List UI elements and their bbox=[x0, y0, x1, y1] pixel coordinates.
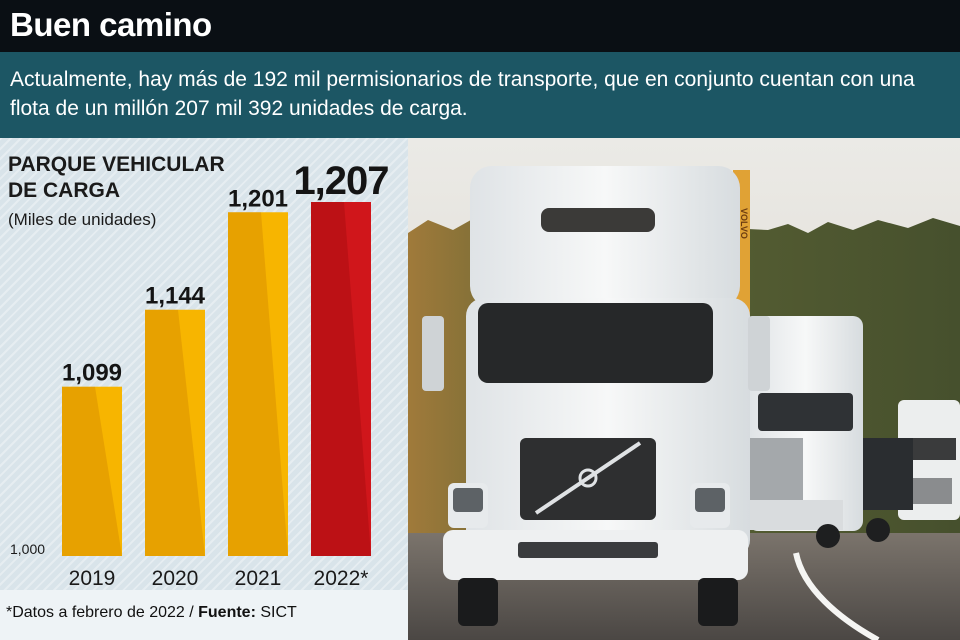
value-label-2022*: 1,207 bbox=[293, 159, 388, 203]
footer-note: *Datos a febrero de 2022 / Fuente: SICT bbox=[6, 604, 297, 622]
main-truck: VOLVO bbox=[422, 166, 770, 626]
subtitle-text: Actualmente, hay más de 192 mil permisio… bbox=[10, 68, 915, 120]
far-truck bbox=[898, 400, 960, 520]
bar-shade-2020 bbox=[145, 309, 205, 556]
value-label-2019: 1,099 bbox=[62, 360, 122, 387]
bar-chart: 1,000 1,099 2019 1,144 2020 1,201 2021 1,207 202… bbox=[10, 159, 390, 590]
bar-shade-2022* bbox=[311, 202, 371, 556]
bar-2020 bbox=[145, 309, 205, 556]
category-label-2019: 2019 bbox=[69, 567, 116, 590]
page-title: Buen camino bbox=[10, 6, 212, 43]
bar-2019 bbox=[62, 386, 122, 556]
footer-source-label: Fuente: bbox=[198, 604, 256, 621]
middle-truck bbox=[743, 316, 913, 548]
chart-units: (Miles de unidades) bbox=[8, 210, 157, 229]
header-bar: Buen camino bbox=[0, 0, 960, 52]
category-label-2021: 2021 bbox=[235, 567, 282, 590]
category-label-2022*: 2022* bbox=[314, 567, 369, 590]
bar-shade-2021 bbox=[228, 212, 288, 556]
footer-source: SICT bbox=[255, 604, 297, 621]
footer-note-text: *Datos a febrero de 2022 / bbox=[6, 604, 199, 621]
trailer-badge: VOLVO bbox=[739, 208, 749, 239]
bar-2022* bbox=[311, 202, 371, 556]
road-line bbox=[793, 552, 880, 640]
value-label-2021: 1,201 bbox=[228, 185, 288, 212]
value-label-2020: 1,144 bbox=[145, 283, 206, 310]
baseline-label: 1,000 bbox=[10, 541, 45, 557]
subtitle-bar: Actualmente, hay más de 192 mil permisio… bbox=[0, 52, 960, 138]
truck-photo: VOLVO bbox=[408, 138, 960, 640]
bar-shade-2019 bbox=[62, 386, 122, 556]
chart-footer: *Datos a febrero de 2022 / Fuente: SICT bbox=[0, 590, 408, 640]
chart-title: PARQUE VEHICULAR DE CARGA bbox=[8, 153, 225, 202]
category-label-2020: 2020 bbox=[152, 567, 199, 590]
bar-2021 bbox=[228, 212, 288, 556]
